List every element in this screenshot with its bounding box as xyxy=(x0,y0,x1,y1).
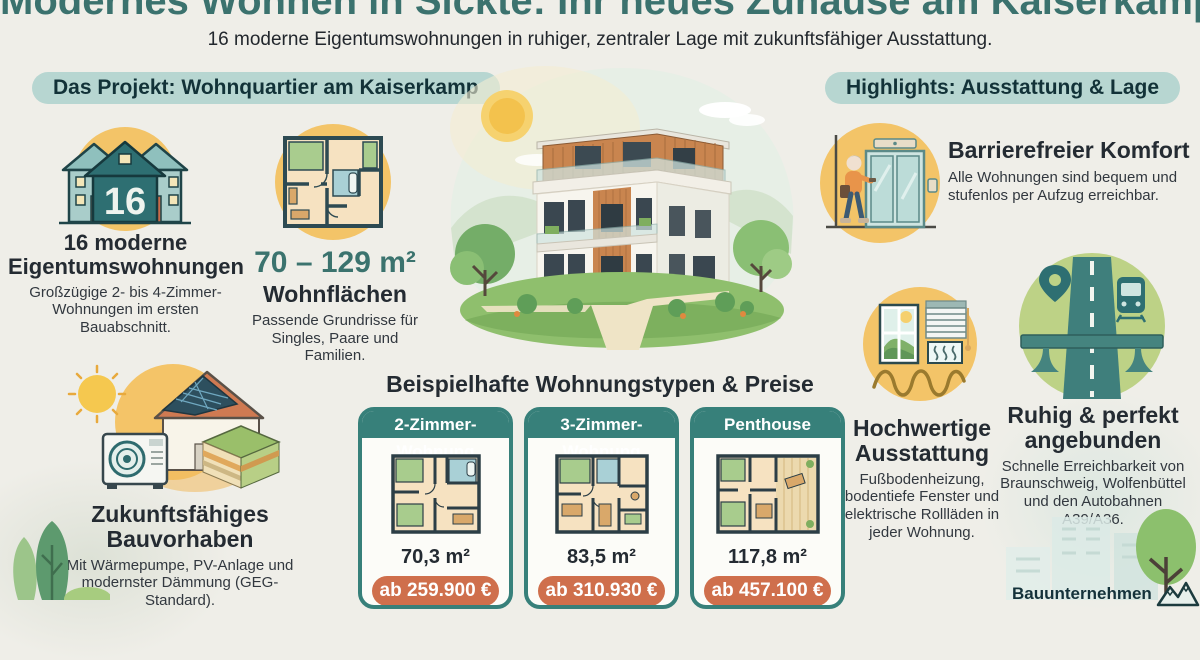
feature-sustainability-heading: Zukunftsfähiges Bauvorhaben xyxy=(91,501,269,552)
feature-sustainability-body: Mit Wärmepumpe, PV-Anlage und modernster… xyxy=(66,556,294,610)
card-area-label: 70,3 m² xyxy=(401,546,470,568)
pricing-card-2-zimmer: 2-Zimmer-Wohnung 70,3 m² ab 259.900 € xyxy=(358,407,513,609)
card-floorplan-icon xyxy=(528,438,675,542)
area-range-stat: 70 – 129 m² xyxy=(254,246,416,279)
page-title: Modernes Wohnen in Sickte: Ihr neues Zuh… xyxy=(0,0,1200,23)
pricing-card-penthouse: Penthouse 117,8 m² ab 457.100 € xyxy=(690,407,845,609)
feature-location-heading: Ruhig & perfekt angebunden xyxy=(1007,402,1179,453)
feature-sustainability: Zukunftsfähiges Bauvorhaben Mit Wärmepum… xyxy=(55,502,305,610)
window-blinds-heating-icon xyxy=(863,287,977,401)
feature-accessibility-heading: Barrierefreier Komfort xyxy=(948,137,1190,163)
trees-decoration xyxy=(13,521,110,600)
card-floorplan-icon xyxy=(694,438,841,542)
card-floorplan-icon xyxy=(362,438,509,542)
card-price-badge: ab 457.100 € xyxy=(704,576,831,605)
building-illustration xyxy=(450,66,794,350)
mountains-logo-icon xyxy=(1156,581,1200,607)
card-type-label: Penthouse xyxy=(694,411,841,438)
card-type-label: 3-Zimmer-Wohnung xyxy=(528,411,675,461)
card-price-badge: ab 259.900 € xyxy=(372,576,499,605)
feature-accessibility-body: Alle Wohnungen sind bequem und stufenlos… xyxy=(948,168,1178,204)
card-area-label: 83,5 m² xyxy=(567,546,636,568)
unit-count-label: 16 xyxy=(104,181,146,223)
company-footer: Bauunternehmen xyxy=(1012,581,1200,607)
feature-units-heading: 16 moderne Eigentumswohnungen xyxy=(8,230,244,279)
feature-equipment-body: Fußbodenheizung, bodentiefe Fenster und … xyxy=(844,470,1000,541)
card-area-label: 117,8 m² xyxy=(728,546,807,568)
pricing-card-3-zimmer: 3-Zimmer-Wohnung 83,5 m² ab 310.930 € xyxy=(524,407,679,609)
company-name: Bauunternehmen xyxy=(1012,584,1152,603)
houses-16-icon: 16 xyxy=(59,127,191,231)
feature-units: 16 moderne Eigentumswohnungen Großzügige… xyxy=(8,230,244,337)
card-type-label: 2-Zimmer-Wohnung xyxy=(362,411,509,461)
skyline-decoration xyxy=(1006,509,1196,600)
road-transit-icon xyxy=(1019,253,1165,399)
feature-units-body: Großzügige 2- bis 4-Zimmer-Wohnungen im … xyxy=(29,283,222,336)
feature-areas: 70 – 129 m² Wohnflächen Passende Grundri… xyxy=(240,248,430,365)
feature-equipment-heading: Hochwertige Ausstattung xyxy=(852,415,992,466)
card-price-badge: ab 310.930 € xyxy=(538,576,665,605)
project-section-badge: Das Projekt: Wohnquartier am Kaiserkamp xyxy=(32,72,500,104)
feature-areas-body: Passende Grundrisse für Singles, Paare u… xyxy=(252,311,418,365)
elevator-icon xyxy=(820,123,940,243)
highlights-section-badge: Highlights: Ausstattung & Lage xyxy=(825,72,1181,104)
feature-equipment: Hochwertige Ausstattung Fußbodenheizung,… xyxy=(838,416,1006,541)
feature-areas-heading: Wohnflächen xyxy=(263,281,407,307)
pricing-heading: Beispielhafte Wohnungstypen & Preise xyxy=(386,371,814,397)
floorplan-icon xyxy=(275,124,391,240)
feature-accessibility: Barrierefreier Komfort Alle Wohnungen si… xyxy=(948,138,1198,204)
page-subtitle: 16 moderne Eigentumswohnungen in ruhiger… xyxy=(207,29,993,50)
heatpump-solar-house-icon xyxy=(67,364,281,492)
